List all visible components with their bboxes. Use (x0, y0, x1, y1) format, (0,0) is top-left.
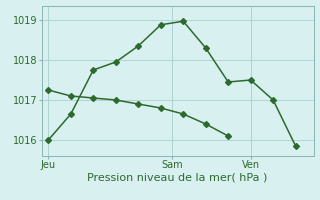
X-axis label: Pression niveau de la mer( hPa ): Pression niveau de la mer( hPa ) (87, 173, 268, 183)
